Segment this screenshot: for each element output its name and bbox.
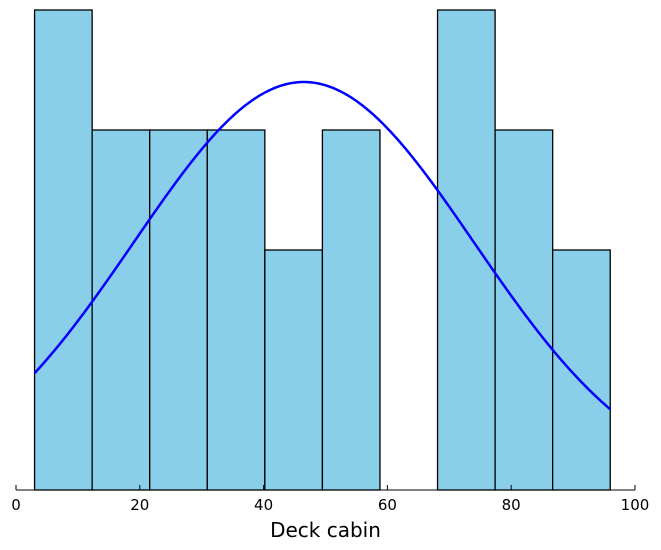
x-axis-ticks: 0 20 40 60 80 100 bbox=[11, 485, 649, 514]
x-tick-label: 20 bbox=[130, 496, 149, 514]
histogram-bar-2 bbox=[91, 129, 151, 491]
x-tick-label: 0 bbox=[11, 496, 21, 514]
x-tick-label: 40 bbox=[254, 496, 273, 514]
x-tick-label: 60 bbox=[378, 496, 397, 514]
histogram-bar-10 bbox=[552, 249, 611, 491]
histogram-bar-9 bbox=[494, 129, 554, 491]
x-tick-label: 80 bbox=[502, 496, 521, 514]
histogram-bars bbox=[33, 9, 611, 491]
histogram-bar-4 bbox=[206, 129, 266, 491]
histogram-bar-5 bbox=[264, 249, 324, 491]
histogram-bar-8 bbox=[436, 9, 496, 491]
x-axis-label: Deck cabin bbox=[270, 518, 381, 542]
histogram-bar-1 bbox=[33, 9, 93, 491]
histogram-bar-3 bbox=[149, 129, 208, 491]
histogram-bar-6 bbox=[321, 129, 381, 491]
density-curve bbox=[33, 80, 612, 411]
x-tick-label: 100 bbox=[621, 496, 650, 514]
